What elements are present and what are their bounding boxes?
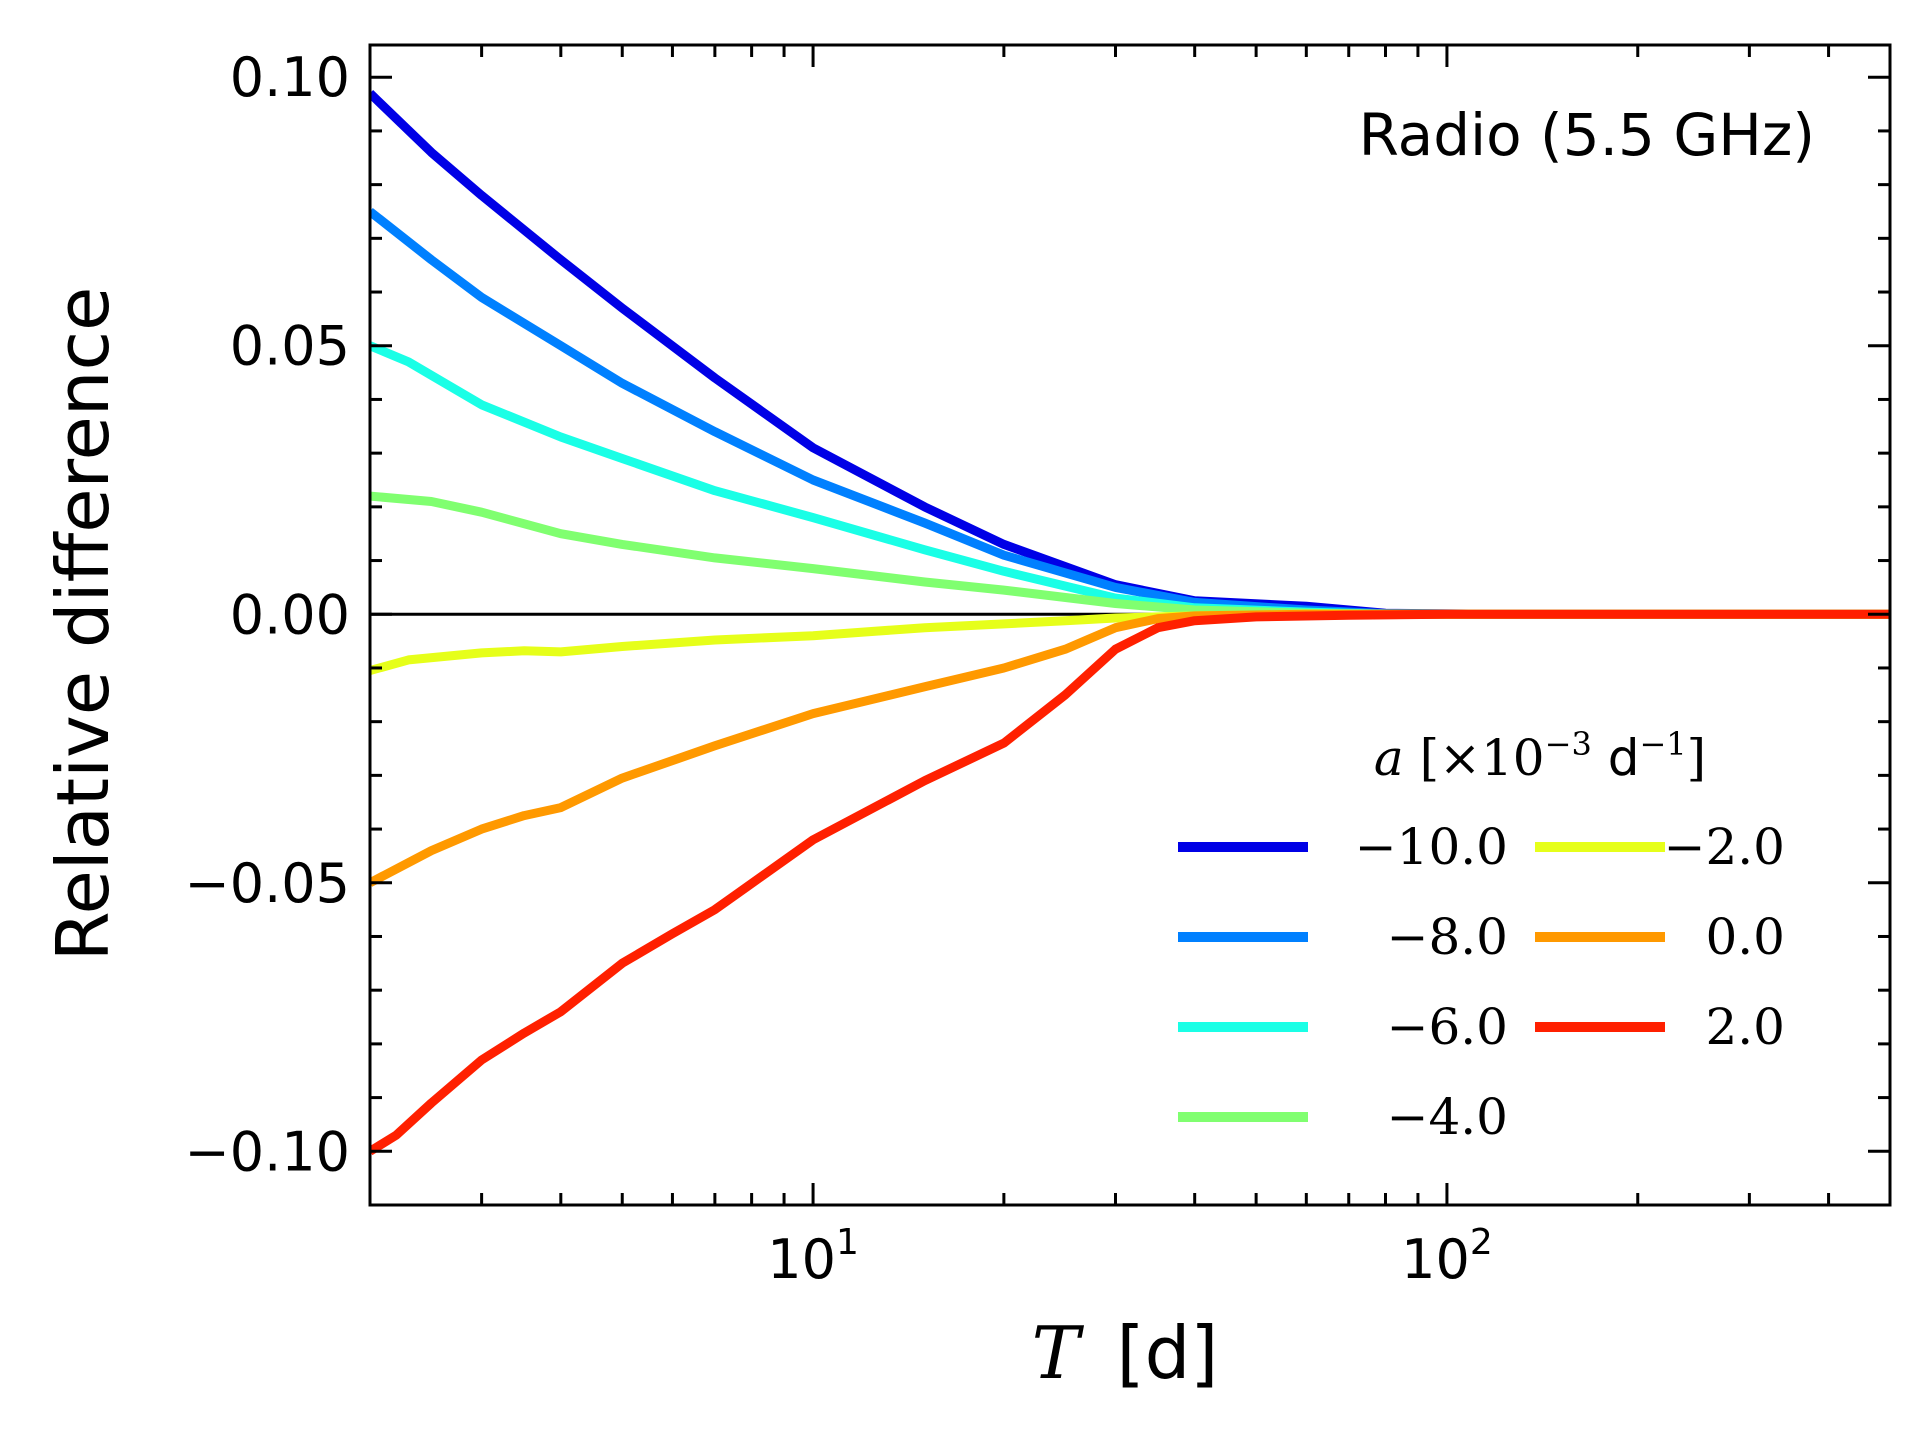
- chart-annotation: Radio (5.5 GHz): [1359, 101, 1815, 169]
- y-tick-label: 0.00: [230, 583, 350, 646]
- legend-label-0: −10.0: [1355, 818, 1508, 876]
- legend-title-exp: −3: [1545, 725, 1592, 763]
- legend-label-4: −2.0: [1664, 818, 1785, 876]
- legend-label-1: −8.0: [1387, 908, 1508, 966]
- plot-frame: [368, 43, 1892, 1207]
- legend-title-unit-exp: −1: [1639, 725, 1686, 763]
- x-axis-title: T [d]: [1032, 1311, 1219, 1395]
- legend-title-close: ]: [1687, 729, 1707, 787]
- x-tick-label: 102: [1401, 1222, 1493, 1291]
- legend: a [×10−3 d−1] −10.0 −8.0 −6.0 −4.0 −2.0 0.0 2.…: [1178, 725, 1785, 1146]
- series-line-6: [370, 609, 1890, 1156]
- x-axis-title-var: T: [1032, 1311, 1085, 1395]
- legend-label-6: 2.0: [1705, 998, 1785, 1056]
- legend-label-3: −4.0: [1387, 1088, 1508, 1146]
- legend-title-rest: [×10: [1420, 729, 1545, 787]
- x-tick-label: 101: [767, 1222, 859, 1291]
- x-axis-title-unit: [d]: [1094, 1311, 1219, 1395]
- series-group: [370, 90, 1890, 1156]
- legend-label-5: 0.0: [1705, 908, 1785, 966]
- y-tick-label: −0.05: [185, 852, 350, 915]
- axes-group: [368, 43, 1892, 1207]
- legend-label-2: −6.0: [1387, 998, 1508, 1056]
- y-tick-label: 0.10: [230, 46, 350, 109]
- legend-title-var: a: [1374, 729, 1404, 787]
- tick-labels: 0.10 0.05 0.00 −0.05 −0.10 101 102: [185, 46, 1493, 1291]
- svg-text:T [d]: T [d]: [1032, 1311, 1219, 1395]
- y-tick-label: −0.10: [185, 1120, 350, 1183]
- legend-title: a [×10−3 d−1]: [1374, 725, 1706, 787]
- legend-title-unit: d: [1592, 729, 1640, 787]
- y-axis-title: Relative difference: [41, 287, 125, 962]
- y-tick-label: 0.05: [230, 315, 350, 378]
